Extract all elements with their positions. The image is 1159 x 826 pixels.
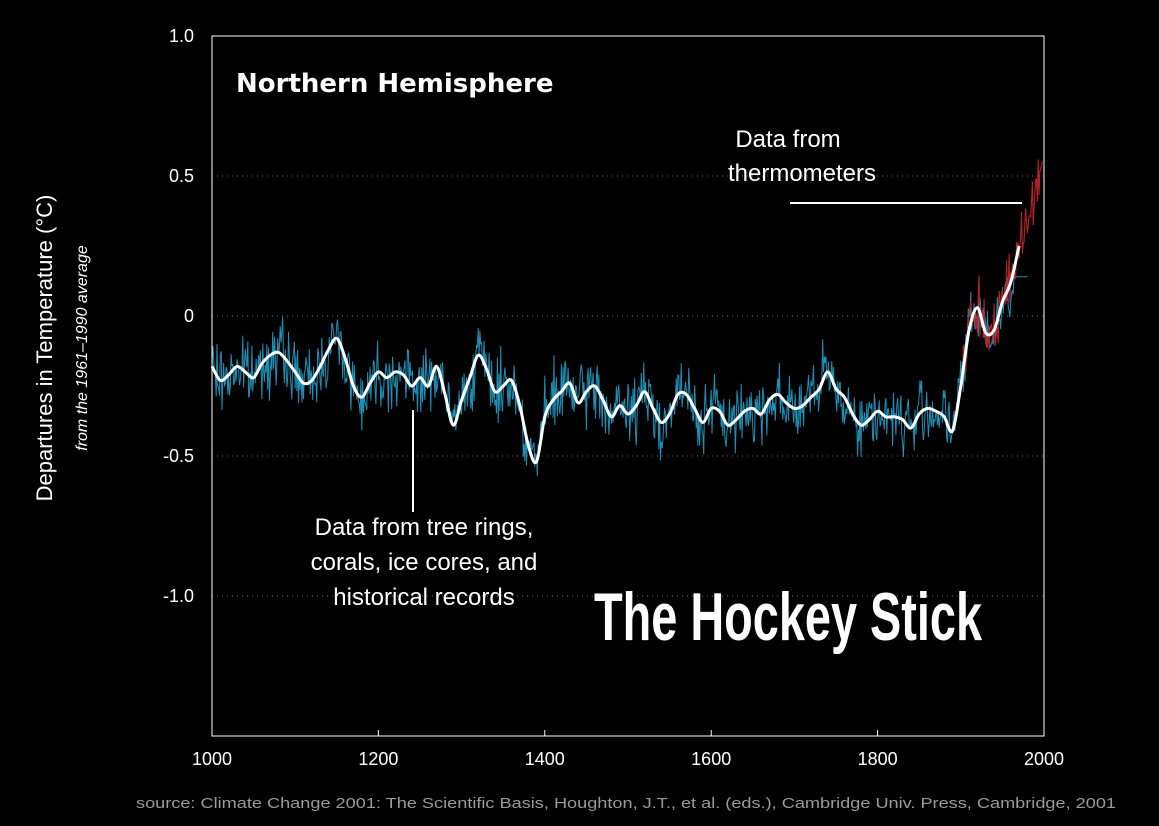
chart-subtitle: Northern Hemisphere bbox=[236, 69, 553, 99]
annotation-thermometers-line-1: Data from bbox=[735, 126, 840, 153]
gridlines bbox=[212, 175, 1044, 597]
x-tick-label: 2000 bbox=[1024, 749, 1064, 769]
y-axis-label: Departures in Temperature (°C) bbox=[32, 195, 57, 502]
thermometer-data-line bbox=[961, 159, 1043, 379]
x-tick-label: 1000 bbox=[192, 749, 232, 769]
proxy-data-series bbox=[211, 276, 1028, 477]
x-axis-ticks: 1000 1200 1400 1600 1800 2000 bbox=[192, 730, 1064, 769]
y-tick-label: -1.0 bbox=[163, 586, 194, 606]
proxy-data-line bbox=[211, 276, 1028, 477]
x-tick-label: 1800 bbox=[858, 749, 898, 769]
x-tick-label: 1400 bbox=[525, 749, 565, 769]
x-tick-label: 1600 bbox=[691, 749, 731, 769]
y-tick-label: -0.5 bbox=[163, 446, 194, 466]
annotation-proxy-line-3: historical records bbox=[333, 584, 514, 611]
y-axis-sublabel: from the 1961–1990 average bbox=[74, 245, 91, 451]
chart-title: The Hockey Stick bbox=[594, 579, 982, 655]
smoothed-series bbox=[210, 245, 1021, 465]
y-tick-label: 0.5 bbox=[169, 166, 194, 186]
thermometer-data-series bbox=[961, 159, 1043, 379]
y-tick-label: 1.0 bbox=[169, 26, 194, 46]
y-tick-label: 0 bbox=[184, 306, 194, 326]
x-tick-label: 1200 bbox=[358, 749, 398, 769]
plot-frame bbox=[211, 35, 1045, 737]
y-axis-ticks: 1.0 0.5 0 -0.5 -1.0 bbox=[163, 26, 194, 606]
source-note: source: Climate Change 2001: The Scienti… bbox=[136, 795, 1116, 812]
annotation-thermometers-line-2: thermometers bbox=[728, 160, 876, 187]
annotation-proxy-line-1: Data from tree rings, bbox=[315, 514, 534, 541]
smoothed-line bbox=[210, 245, 1021, 465]
annotation-proxy-line-2: corals, ice cores, and bbox=[311, 549, 538, 576]
